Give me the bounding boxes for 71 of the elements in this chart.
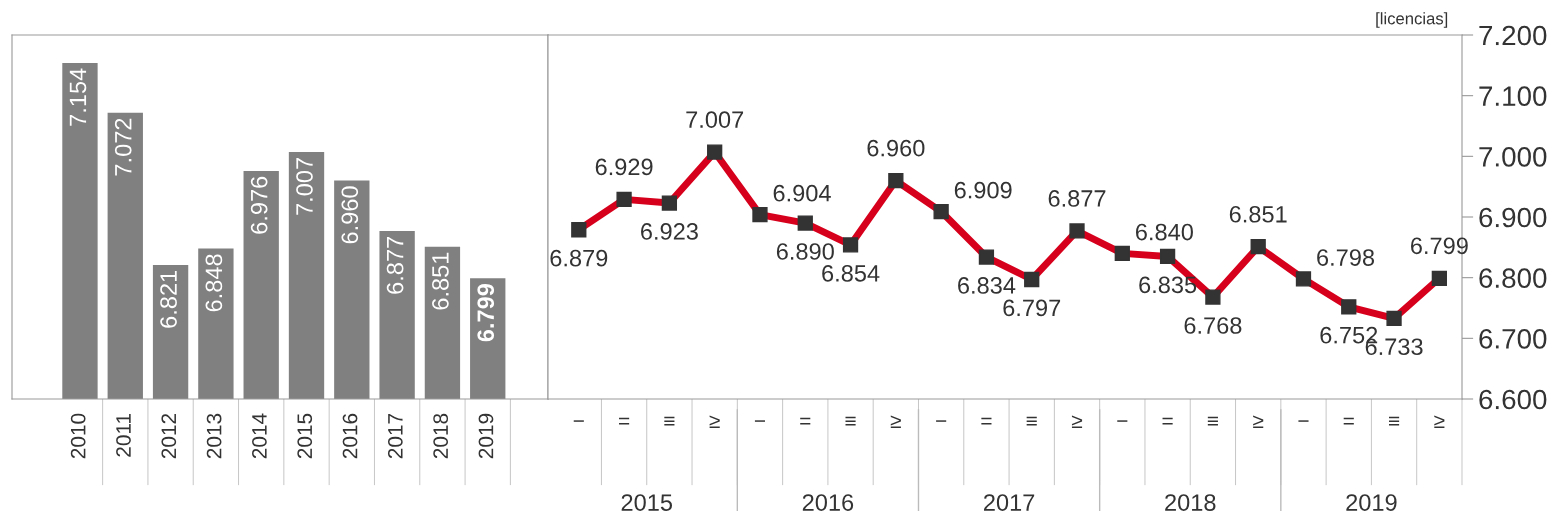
x-tick-label: = [800,417,811,425]
data-label: 6.923 [641,223,698,240]
x-tick-label: = [981,417,992,425]
x-tick-label: − [1298,420,1309,422]
data-label: 6.835 [1139,276,1197,294]
data-label: 6.768 [1184,317,1242,334]
data-label: 6.851 [1229,205,1287,223]
data-label: 6.929 [595,158,653,176]
x-tick-label: − [573,420,584,422]
y-tick-label: 6.700 [1479,329,1547,349]
x-tick-label: ≡ [845,416,856,426]
data-label: 7.072 [114,118,132,176]
data-label: 6.960 [867,139,925,157]
x-tick-label: − [754,420,766,422]
x-tick-label: ≡ [1389,416,1400,426]
data-label: 6.909 [954,181,1012,199]
x-tick-label: ≡ [1207,416,1218,426]
x-tick-label: 2017 [387,413,403,459]
data-label: 6.854 [822,264,880,282]
y-tick-label: 6.600 [1479,389,1547,410]
x-tick-label: ≥ [1253,415,1264,428]
x-tick-label: 2018 [433,413,449,459]
x-tick-label: = [1343,417,1354,425]
data-label: 6.877 [1048,190,1106,207]
text: 2015 [621,494,673,511]
data-label: 7.007 [686,111,744,128]
data-label: 6.797 [1003,299,1061,317]
x-tick-label: 2013 [206,413,222,459]
data-label: 6.848 [205,254,223,312]
data-label: 6.799 [477,284,495,342]
y-tick-label: 7.100 [1479,86,1547,107]
x-tick-label: 2015 [297,413,313,459]
x-tick-label: ≥ [709,415,720,428]
y-tick-label: 6.800 [1479,268,1547,289]
x-tick-label: 2019 [478,413,494,459]
y-tick-label: 6.900 [1479,207,1547,228]
x-tick-label: ≡ [1026,416,1037,426]
data-label: 6.890 [776,243,834,260]
text: 2018 [1165,494,1216,511]
x-tick-label: − [936,420,947,422]
y-tick-label: 7.000 [1479,147,1547,167]
x-tick-label: 2012 [161,413,177,459]
x-tick-label: = [1162,417,1173,425]
text: 2019 [1346,494,1397,511]
x-tick-label: ≡ [664,416,675,426]
x-tick-label: − [1117,420,1128,422]
data-label: 6.976 [250,176,268,234]
x-tick-label: 2010 [70,413,86,459]
data-label: 6.960 [341,186,359,244]
x-tick-label: 2014 [252,413,267,459]
data-label: 6.904 [773,184,831,202]
x-tick-label: = [619,417,630,425]
x-tick-label: 2016 [342,413,358,459]
data-label: 6.799 [1411,237,1468,255]
y-tick-label: 7.200 [1479,25,1547,46]
data-label: 7.154 [69,68,87,126]
data-label: 6.879 [550,249,608,267]
data-label: 6.877 [386,236,404,294]
x-tick-label: ≥ [890,415,901,428]
text: [licencias] [1376,12,1448,28]
data-label: 6.821 [160,270,177,328]
data-label: 6.840 [1136,223,1193,241]
data-label: 6.834 [958,277,1016,294]
data-label: 6.851 [432,252,449,310]
text: 2017 [984,494,1035,511]
x-tick-label: ≥ [1071,415,1083,428]
x-tick-label: 2011 [116,413,131,457]
text: 2016 [802,494,854,511]
data-label: 6.798 [1317,249,1375,266]
data-label: 7.007 [296,158,313,215]
x-tick-label: ≥ [1434,415,1445,428]
